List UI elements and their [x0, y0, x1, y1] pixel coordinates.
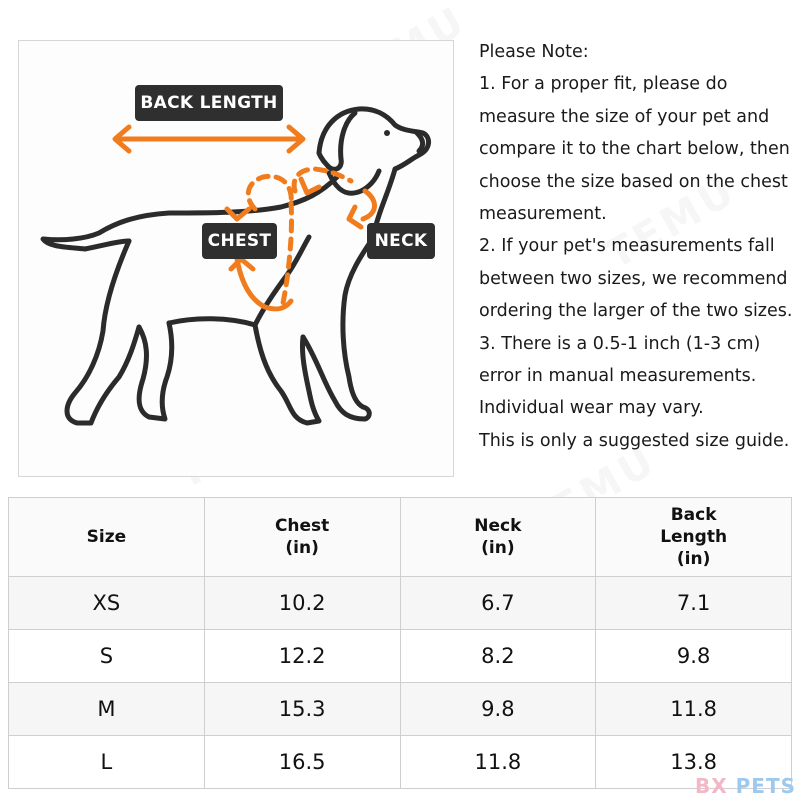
- column-header-chest: Chest (in): [203, 497, 401, 577]
- notes-line: compare it to the chart below, then: [479, 139, 790, 160]
- dog-illustration: [40, 106, 431, 426]
- table-cell-size: M: [8, 682, 205, 736]
- neck-label: NECK: [367, 223, 435, 259]
- table-cell-neck: 11.8: [399, 735, 597, 789]
- header-unit: (in): [481, 538, 515, 558]
- column-header-neck: Neck (in): [399, 497, 597, 577]
- notes-line: choose the size based on the chest: [479, 171, 788, 192]
- table-cell-chest: 16.5: [203, 735, 401, 789]
- header-unit: (in): [676, 549, 711, 569]
- table-cell-size: S: [8, 629, 205, 683]
- header-unit: (in): [285, 538, 319, 558]
- chest-label: CHEST: [202, 223, 277, 259]
- header-text: Neck: [474, 516, 522, 536]
- column-header-back-length: Back Length (in): [595, 497, 792, 577]
- table-row: M 15.3 9.8 11.8: [8, 682, 792, 736]
- table-header-row: Size Chest (in) Neck (in) Back Length (i…: [8, 497, 792, 577]
- table-cell-neck: 6.7: [399, 576, 597, 630]
- table-row: L 16.5 11.8 13.8: [8, 735, 792, 789]
- brand-logo: BX PETS: [695, 774, 796, 798]
- table-cell-size: XS: [8, 576, 205, 630]
- header-text: Size: [86, 527, 127, 547]
- table-cell-chest: 12.2: [203, 629, 401, 683]
- header-text: Back: [670, 505, 717, 525]
- header-text: Length: [660, 527, 728, 547]
- back-length-label: BACK LENGTH: [135, 85, 283, 121]
- notes-line: 3. There is a 0.5-1 inch (1-3 cm): [479, 333, 761, 354]
- table-cell-neck: 8.2: [399, 629, 597, 683]
- table-cell-back-length: 13.8: [595, 735, 792, 789]
- table-cell-neck: 9.8: [399, 682, 597, 736]
- table-cell-chest: 15.3: [203, 682, 401, 736]
- notes-line: Please Note:: [479, 42, 589, 62]
- brand-logo-part: PETS: [735, 774, 796, 798]
- table-cell-back-length: 9.8: [595, 629, 792, 683]
- table-cell-size: L: [8, 735, 205, 789]
- notes-line: Individual wear may vary.: [479, 398, 704, 419]
- brand-logo-part: BX: [694, 774, 728, 798]
- table-cell-chest: 10.2: [203, 576, 401, 630]
- table-row: S 12.2 8.2 9.8: [8, 629, 792, 683]
- table-row: XS 10.2 6.7 7.1: [8, 576, 792, 630]
- dog-measurement-diagram: BACK LENGTH CHEST NECK: [18, 40, 454, 477]
- notes-line: measurement.: [479, 204, 607, 225]
- notes-line: 2. If your pet's measurements fall: [479, 236, 775, 257]
- notes-line: error in manual measurements.: [479, 366, 757, 387]
- size-chart-table: Size Chest (in) Neck (in) Back Length (i…: [8, 497, 792, 789]
- notes-line: This is only a suggested size guide.: [479, 430, 790, 451]
- size-notes: Please Note: 1. For a proper fit, please…: [479, 36, 797, 457]
- table-cell-back-length: 11.8: [595, 682, 792, 736]
- notes-line: measure the size of your pet and: [479, 106, 770, 127]
- table-cell-back-length: 7.1: [595, 576, 792, 630]
- notes-line: 1. For a proper fit, please do: [479, 74, 728, 95]
- header-text: Chest: [274, 516, 330, 536]
- notes-line: ordering the larger of the two sizes.: [479, 301, 793, 322]
- notes-line: between two sizes, we recommend: [479, 268, 788, 289]
- column-header-size: Size: [8, 497, 205, 577]
